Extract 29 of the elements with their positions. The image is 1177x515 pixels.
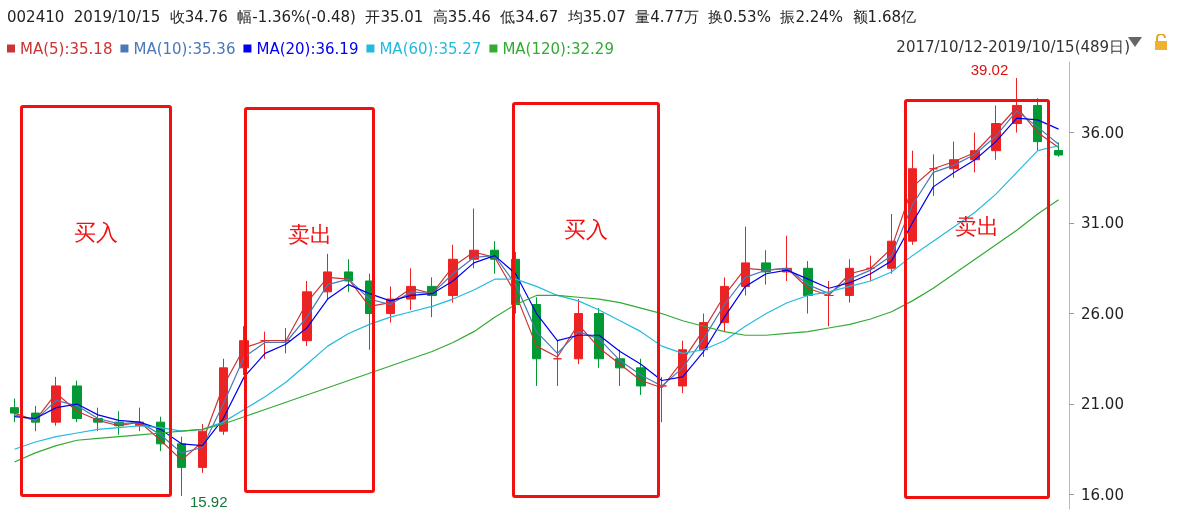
y-tick-label: 31.00	[1081, 214, 1124, 233]
annotation: 卖出	[954, 213, 1000, 241]
candlestick	[553, 340, 562, 387]
candlestick	[10, 398, 19, 423]
candlestick	[824, 280, 834, 327]
legend-label: MA(60):35.27	[379, 39, 482, 58]
y-tick-label: 16.00	[1081, 485, 1124, 504]
candlestick	[929, 153, 938, 197]
y-tick-label: 21.00	[1081, 395, 1124, 414]
frame-outline: 买入	[20, 105, 172, 497]
annotation: 买入	[73, 219, 119, 247]
candlestick	[1054, 141, 1063, 158]
frame-outline: 买入	[512, 102, 660, 498]
legend-label: MA(120):32.29	[502, 39, 614, 58]
annotation: 卖出	[286, 221, 333, 249]
annotation: 买入	[563, 216, 609, 244]
text: 39.02	[970, 61, 1009, 79]
legend-label: MA(20):36.19	[256, 39, 359, 58]
y-tick-label: 36.00	[1081, 123, 1124, 142]
frame-outline: 卖出	[904, 99, 1050, 499]
chart-title: 002410 2019/10/15 收34.76 幅-1.36%(-0.48) 开35.01 高35.46 低34.67 均35.07 量4.77万 换0.53% 振2.24% 额1.68亿	[7, 7, 917, 26]
legend-label: MA(10):35.36	[133, 39, 236, 58]
chart-subtitle: 2017/10/12-2019/10/15(489日)	[896, 37, 1131, 56]
y-tick-label: 26.00	[1081, 304, 1124, 323]
legend-label: MA(5):35.18	[20, 39, 113, 58]
candlestick	[657, 376, 667, 423]
frame-outline: 卖出	[244, 107, 375, 493]
text: 15.92	[190, 493, 228, 511]
line-series	[13, 199, 1060, 463]
